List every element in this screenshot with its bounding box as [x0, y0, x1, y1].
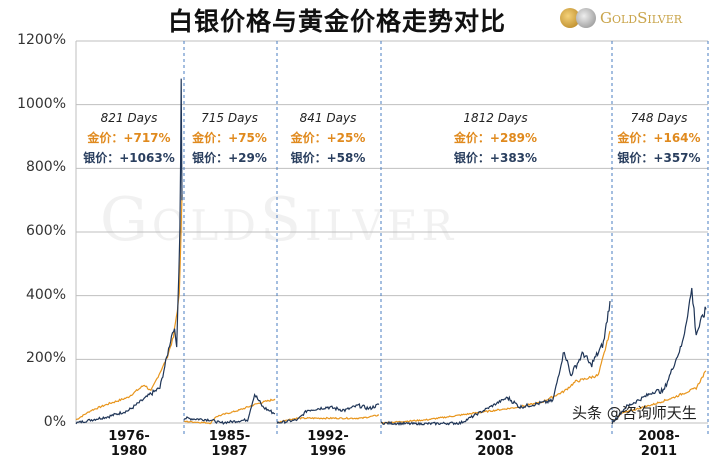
- gold-label: 金价：+164%: [617, 131, 701, 145]
- y-tick-label: 200%: [25, 350, 66, 367]
- watermark: GoldSilver: [100, 185, 458, 255]
- silver-label: 银价：+1063%: [83, 151, 175, 165]
- period-annotation: 748 Days 金价：+164% 银价：+357%: [611, 108, 707, 168]
- period-annotation: 841 Days 金价：+25% 银价：+58%: [280, 108, 376, 168]
- x-period-label: 1985-1987: [208, 429, 251, 456]
- x-period-label: 2001-2008: [474, 429, 517, 456]
- silver-series-line: [75, 78, 183, 425]
- silver-series-line: [611, 287, 707, 425]
- days-label: 841 Days: [299, 111, 357, 125]
- y-tick-label: 1000%: [17, 95, 66, 112]
- gold-series-line: [276, 414, 379, 424]
- y-tick-label: 0%: [43, 414, 66, 430]
- days-label: 1812 Days: [463, 111, 528, 125]
- gold-label: 金价：+717%: [87, 131, 171, 145]
- x-period-label: 1976-1980: [108, 429, 150, 456]
- gold-label: 金价：+75%: [192, 131, 267, 145]
- source-credit: 头条 @咨询师天生: [572, 404, 697, 422]
- days-label: 821 Days: [100, 111, 158, 125]
- silver-label: 银价：+357%: [617, 151, 701, 165]
- y-tick-label: 1200%: [17, 32, 66, 48]
- gold-coin-icon: [560, 8, 580, 28]
- silver-label: 银价：+29%: [192, 151, 267, 165]
- silver-series-line: [276, 402, 380, 425]
- silver-series-line: [183, 392, 276, 425]
- days-label: 715 Days: [201, 111, 258, 125]
- x-period-label: 1992-1996: [307, 429, 349, 456]
- days-label: 748 Days: [630, 111, 688, 125]
- y-tick-label: 800%: [25, 159, 66, 176]
- gold-series-line: [611, 370, 707, 424]
- gold-series-line: [75, 194, 183, 421]
- silver-series-line: [380, 301, 611, 426]
- y-tick-label: 600%: [25, 223, 66, 239]
- logo-text: GoldSilver: [600, 9, 683, 27]
- period-annotation: 715 Days 金价：+75% 银价：+29%: [182, 108, 278, 168]
- y-tick-label: 400%: [25, 286, 66, 303]
- chart-title: 白银价格与黄金价格走势对比: [168, 7, 507, 36]
- gold-label: 金价：+289%: [453, 131, 538, 145]
- gold-series-line: [380, 330, 611, 425]
- period-annotation: 821 Days 金价：+717% 银价：+1063%: [81, 108, 177, 168]
- silver-label: 银价：+58%: [290, 151, 366, 165]
- period-annotation: 1812 Days 金价：+289% 银价：+383%: [448, 108, 544, 168]
- goldsilver-logo: GoldSilver: [560, 8, 682, 28]
- gold-label: 金价：+25%: [290, 131, 366, 145]
- x-period-label: 2008-2011: [638, 429, 680, 456]
- gold-series-line: [183, 398, 276, 425]
- silver-coin-icon: [576, 8, 596, 28]
- silver-label: 银价：+383%: [453, 151, 538, 165]
